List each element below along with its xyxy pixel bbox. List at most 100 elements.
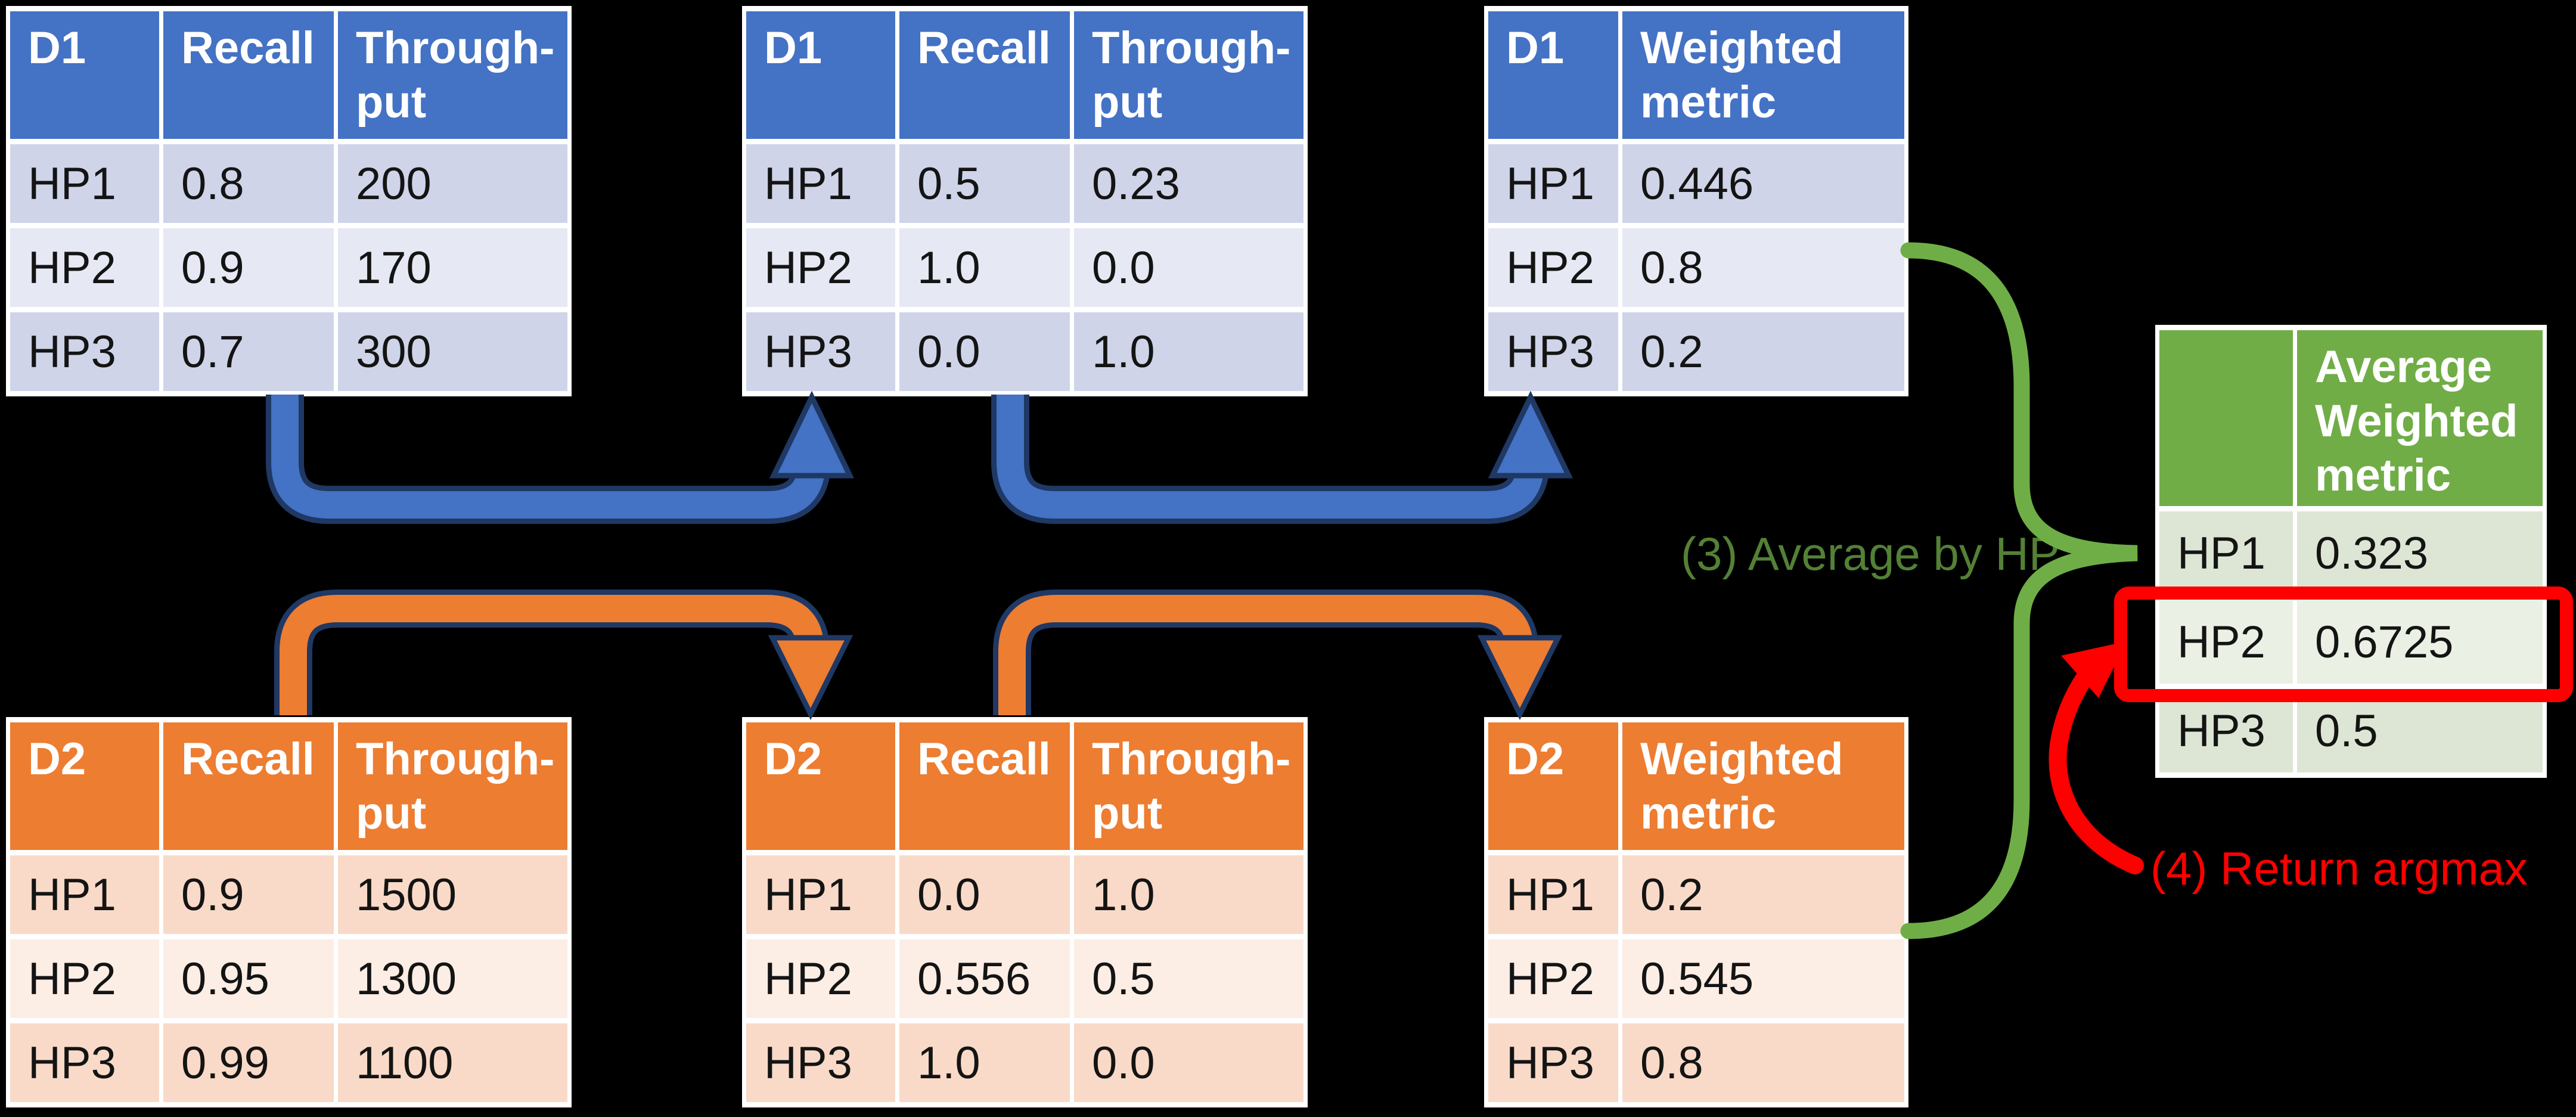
column-header: Recall: [163, 722, 334, 850]
table-header-row: D1 Recall Through- put: [10, 11, 567, 139]
table-row-hp2: HP2 0.6725: [2159, 600, 2543, 684]
column-header: Recall: [899, 11, 1070, 139]
table-cell: 1.0: [1074, 312, 1303, 391]
table-row-hp1: HP1 0.8 200: [10, 144, 567, 223]
column-header: D2: [1488, 722, 1618, 850]
table-cell: 0.99: [163, 1023, 334, 1102]
table-cell: 0.323: [2297, 511, 2543, 595]
table-row-hp1: HP1 0.323: [2159, 511, 2543, 595]
blue-arrowhead-icon: [1488, 390, 1573, 479]
step3-average-by-hp-label: (3) Average by HP: [1681, 528, 2060, 580]
column-header: D2: [746, 722, 895, 850]
column-header: Through- put: [1074, 722, 1303, 850]
table-cell: HP3: [1488, 312, 1618, 391]
table-cell: HP3: [746, 1023, 895, 1102]
table-cell: 0.446: [1622, 144, 1904, 223]
table-cell: 0.5: [899, 144, 1070, 223]
table-d1-raw: D1 Recall Through- put HP1 0.8 200 HP2 0.9 170 HP…: [6, 6, 572, 396]
blue-arrowhead-icon: [769, 390, 855, 479]
table-row-hp3: HP3 1.0 0.0: [746, 1023, 1303, 1102]
table-cell: HP3: [2159, 689, 2293, 772]
table-d2-raw: D2 Recall Through- put HP1 0.9 1500 HP2 0.95 130…: [6, 717, 572, 1107]
table-cell: HP1: [746, 855, 895, 934]
table-cell: HP1: [746, 144, 895, 223]
column-header: Average Weighted metric: [2297, 330, 2543, 506]
table-row-hp3: HP3 0.5: [2159, 689, 2543, 772]
table-header-row: D1 Weighted metric: [1488, 11, 1904, 139]
table-cell: HP2: [1488, 228, 1618, 307]
table-cell: 0.2: [1622, 855, 1904, 934]
table-row-hp2: HP2 0.545: [1488, 939, 1904, 1018]
table-cell: HP2: [746, 228, 895, 307]
table-cell: HP2: [10, 228, 159, 307]
table-row-hp1: HP1 0.9 1500: [10, 855, 567, 934]
table-cell: 1.0: [899, 1023, 1070, 1102]
table-cell: 0.95: [163, 939, 334, 1018]
column-header: [2159, 330, 2293, 506]
table-cell: 170: [338, 228, 567, 307]
green-brace-icon: [1900, 242, 2138, 939]
table-cell: 0.2: [1622, 312, 1904, 391]
table-cell: 0.545: [1622, 939, 1904, 1018]
orange-arrowhead-icon: [1477, 635, 1563, 721]
table-cell: HP3: [1488, 1023, 1618, 1102]
table-header-row: D2 Recall Through- put: [10, 722, 567, 850]
table-cell: HP1: [1488, 855, 1618, 934]
table-header-row: D2 Weighted metric: [1488, 722, 1904, 850]
table-cell: 0.5: [1074, 939, 1303, 1018]
table-row-hp1: HP1 0.2: [1488, 855, 1904, 934]
table-d1-weighted: D1 Weighted metric HP1 0.446 HP2 0.8 HP3 0.2: [1484, 6, 1908, 396]
column-header: D1: [10, 11, 159, 139]
table-cell: HP1: [2159, 511, 2293, 595]
column-header: Weighted metric: [1622, 722, 1904, 850]
column-header: Through- put: [338, 11, 567, 139]
table-header-row: D2 Recall Through- put: [746, 722, 1303, 850]
step4-return-argmax-label: (4) Return argmax: [2150, 842, 2528, 895]
table-cell: 200: [338, 144, 567, 223]
table-row-hp3: HP3 0.2: [1488, 312, 1904, 391]
table-cell: 0.556: [899, 939, 1070, 1018]
table-row-hp1: HP1 0.5 0.23: [746, 144, 1303, 223]
red-return-arrow: [2049, 641, 2144, 874]
table-row-hp2: HP2 0.9 170: [10, 228, 567, 307]
table-cell: HP1: [1488, 144, 1618, 223]
table-d2-normalized: D2 Recall Through- put HP1 0.0 1.0 HP2 0.556 0.5…: [742, 717, 1308, 1107]
table-cell: HP3: [746, 312, 895, 391]
orange-connector-arrow-2: [993, 589, 1563, 721]
table-cell: 0.8: [163, 144, 334, 223]
table-row-hp2: HP2 0.95 1300: [10, 939, 567, 1018]
table-cell: 1100: [338, 1023, 567, 1102]
table-cell: 0.0: [899, 855, 1070, 934]
table-row-hp3: HP3 0.8: [1488, 1023, 1904, 1102]
table-row-hp3: HP3 0.0 1.0: [746, 312, 1303, 391]
table-cell: 0.9: [163, 228, 334, 307]
table-row-hp1: HP1 0.446: [1488, 144, 1904, 223]
column-header: D1: [746, 11, 895, 139]
table-header-row: Average Weighted metric: [2159, 330, 2543, 506]
column-header: Recall: [163, 11, 334, 139]
table-row-hp2: HP2 1.0 0.0: [746, 228, 1303, 307]
table-cell: 0.8: [1622, 1023, 1904, 1102]
column-header: Through- put: [1074, 11, 1303, 139]
table-cell: 0.9: [163, 855, 334, 934]
table-cell: HP2: [746, 939, 895, 1018]
column-header: D1: [1488, 11, 1618, 139]
blue-connector-arrow-1: [266, 390, 855, 524]
blue-connector-arrow-2: [991, 390, 1573, 524]
table-cell: 0.6725: [2297, 600, 2543, 684]
table-cell: 0.8: [1622, 228, 1904, 307]
table-cell: 0.7: [163, 312, 334, 391]
table-cell: 1.0: [899, 228, 1070, 307]
table-cell: 1300: [338, 939, 567, 1018]
table-row-hp3: HP3 0.99 1100: [10, 1023, 567, 1102]
table-cell: HP2: [10, 939, 159, 1018]
table-cell: 0.5: [2297, 689, 2543, 772]
table-cell: 1.0: [1074, 855, 1303, 934]
table-cell: HP3: [10, 312, 159, 391]
table-d2-weighted: D2 Weighted metric HP1 0.2 HP2 0.545 HP3 0.8: [1484, 717, 1908, 1107]
table-cell: HP1: [10, 144, 159, 223]
table-cell: 1500: [338, 855, 567, 934]
table-cell: 0.23: [1074, 144, 1303, 223]
column-header: Through- put: [338, 722, 567, 850]
